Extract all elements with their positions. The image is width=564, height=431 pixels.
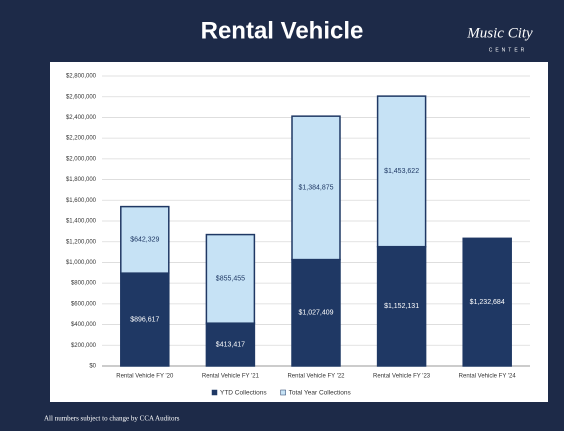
bar-segment: [462, 237, 512, 367]
y-tick-label: $600,000: [71, 301, 97, 307]
y-tick-label: $1,600,000: [66, 198, 97, 204]
data-label: $1,453,622: [384, 168, 419, 175]
brand-sub: CENTER: [489, 47, 528, 53]
x-tick-label: Rental Vehicle FY '24: [459, 374, 517, 380]
y-tick-label: $2,000,000: [66, 156, 97, 162]
bar-segment: [376, 245, 427, 367]
x-tick-label: Rental Vehicle FY '21: [202, 374, 260, 380]
legend-label: YTD Collections: [220, 390, 267, 397]
data-label: $1,232,684: [470, 299, 505, 306]
bar-segment: [376, 95, 427, 248]
data-label: $896,617: [130, 316, 159, 323]
bar-segment: [205, 233, 256, 324]
data-label: $1,027,409: [298, 310, 333, 317]
slide-title: Rental Vehicle: [201, 17, 364, 44]
bar-segment: [291, 258, 341, 367]
bar-segment: [205, 322, 256, 367]
y-tick-label: $2,400,000: [66, 115, 97, 121]
y-tick-label: $1,800,000: [66, 177, 97, 183]
data-label: $642,329: [130, 237, 159, 244]
y-tick-label: $800,000: [71, 281, 97, 287]
x-tick-label: Rental Vehicle FY '23: [373, 374, 431, 380]
y-tick-label: $2,200,000: [66, 136, 97, 142]
bar-segment: [291, 115, 341, 261]
y-tick-label: $400,000: [71, 322, 97, 328]
y-tick-label: $2,600,000: [66, 94, 97, 100]
legend-swatch: [280, 389, 286, 396]
data-label: $855,455: [216, 276, 245, 283]
y-tick-label: $200,000: [71, 343, 97, 349]
data-label: $413,417: [216, 341, 245, 348]
y-tick-label: $0: [89, 364, 96, 370]
bar-segment: [120, 205, 170, 274]
y-tick-label: $1,200,000: [66, 239, 97, 245]
x-tick-label: Rental Vehicle FY '22: [287, 374, 345, 380]
brand-name: Music City: [466, 25, 533, 41]
y-tick-label: $2,800,000: [66, 74, 97, 80]
legend-swatch: [211, 389, 218, 396]
data-label: $1,384,875: [298, 185, 333, 192]
y-tick-label: $1,000,000: [66, 260, 97, 266]
data-label: $1,152,131: [384, 303, 419, 310]
x-tick-label: Rental Vehicle FY '20: [116, 374, 174, 380]
legend-label: Total Year Collections: [289, 390, 352, 397]
y-tick-label: $1,400,000: [66, 219, 97, 225]
footer-note: All numbers subject to change by CCA Aud…: [44, 415, 180, 423]
